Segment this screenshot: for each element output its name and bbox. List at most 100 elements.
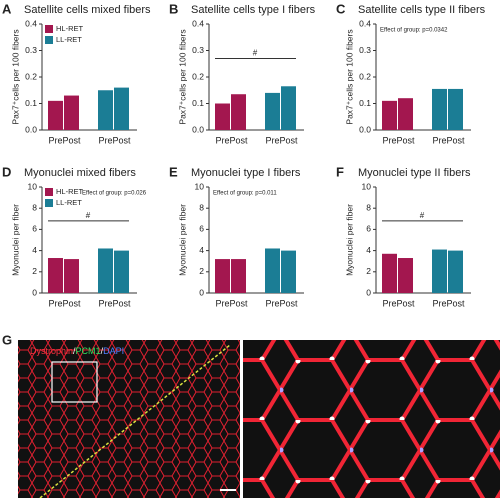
y-tick-label: 0.4	[192, 18, 204, 28]
bar	[48, 258, 63, 293]
bar	[432, 249, 447, 293]
y-axis-label: Myonuclei per fiber	[177, 204, 187, 276]
y-tick-label: 0.3	[359, 45, 371, 55]
y-tick-label: 2	[199, 266, 204, 276]
y-axis-label: Pax7⁺cells per 100 fibers	[177, 29, 187, 124]
bar	[98, 248, 113, 293]
x-tick-label: Post	[62, 298, 81, 308]
y-tick-label: 2	[366, 266, 371, 276]
y-tick-label: 0	[199, 287, 204, 297]
bar	[215, 259, 230, 293]
x-tick-label: Pre	[98, 135, 112, 145]
bar	[64, 95, 79, 130]
y-axis-label: Myonuclei per fiber	[10, 204, 20, 276]
x-tick-label: Pre	[382, 298, 396, 308]
y-tick-label: 0.1	[25, 98, 37, 108]
bar	[382, 253, 397, 293]
x-tick-label: Pre	[98, 298, 112, 308]
y-tick-label: 6	[366, 224, 371, 234]
y-tick-label: 6	[32, 224, 37, 234]
y-tick-label: 0	[366, 287, 371, 297]
legend-label: HL-RET	[56, 24, 84, 33]
stain-name: PCM1	[76, 346, 101, 356]
annotation: #	[420, 211, 425, 220]
chart-title: Myonuclei type II fibers	[358, 167, 471, 179]
fiber-type-border	[39, 344, 231, 499]
legend-swatch	[45, 25, 53, 33]
fiber-mesh-zoom	[243, 340, 500, 498]
x-tick-label: Pre	[432, 135, 446, 145]
y-tick-label: 10	[362, 181, 372, 191]
annotation: #	[253, 49, 258, 58]
y-tick-label: 8	[366, 202, 371, 212]
bar	[432, 88, 447, 130]
x-tick-label: Pre	[215, 298, 229, 308]
y-tick-label: 4	[199, 245, 204, 255]
y-tick-label: 0.2	[25, 71, 37, 81]
y-tick-label: 0.3	[25, 45, 37, 55]
x-tick-label: Post	[446, 135, 465, 145]
chart-title: Satellite cells mixed fibers	[24, 4, 151, 16]
bar	[114, 250, 129, 293]
panel-label: C	[336, 1, 346, 16]
y-tick-label: 0.0	[25, 124, 37, 134]
y-tick-label: 0.2	[192, 71, 204, 81]
bar	[281, 86, 296, 130]
panel-label: G	[2, 332, 12, 347]
x-tick-label: Post	[229, 135, 248, 145]
y-axis-label: Pax7⁺cells per 100 fibers	[10, 29, 20, 124]
x-tick-label: Post	[279, 298, 298, 308]
x-tick-label: Post	[279, 135, 298, 145]
bar	[98, 90, 113, 130]
legend-swatch	[45, 36, 53, 44]
stain-name: DAPI	[103, 346, 124, 356]
y-tick-label: 0	[32, 287, 37, 297]
y-axis-label: Myonuclei per fiber	[344, 204, 354, 276]
bar	[281, 250, 296, 293]
legend-label: LL-RET	[56, 35, 82, 44]
x-tick-label: Pre	[382, 135, 396, 145]
legend-label: LL-RET	[56, 198, 82, 207]
annotation: Effect of group: p=0.0342	[380, 28, 448, 34]
y-tick-label: 4	[32, 245, 37, 255]
y-tick-label: 0.1	[359, 98, 371, 108]
legend-label: HL-RET	[56, 187, 84, 196]
stain-name: /	[101, 346, 104, 356]
bar	[265, 92, 280, 130]
x-tick-label: Post	[396, 298, 415, 308]
bar	[64, 259, 79, 293]
y-tick-label: 10	[195, 181, 205, 191]
chart-title: Satellite cells type II fibers	[358, 4, 486, 16]
annotation: Effect of group: p=0.011	[213, 191, 277, 197]
legend-swatch	[45, 199, 53, 207]
y-tick-label: 8	[32, 202, 37, 212]
panel-label: D	[2, 164, 11, 179]
x-tick-label: Pre	[265, 298, 279, 308]
y-axis-label: Pax7⁺cells per 100 fibers	[344, 29, 354, 124]
panel-label: B	[169, 1, 178, 16]
bar	[398, 98, 413, 130]
y-tick-label: 2	[32, 266, 37, 276]
stain-legend: Dystrophin/PCM1/DAPI	[30, 346, 124, 356]
x-tick-label: Pre	[432, 298, 446, 308]
bar	[448, 88, 463, 130]
legend-swatch	[45, 188, 53, 196]
chart-title: Myonuclei type I fibers	[191, 167, 301, 179]
chart-title: Satellite cells type I fibers	[191, 4, 316, 16]
image-panel: G Dystrophin/PCM1/DAPI	[2, 332, 500, 499]
y-tick-label: 0.0	[192, 124, 204, 134]
y-tick-label: 8	[199, 202, 204, 212]
annotation: Effect of group: p=0.026	[82, 191, 147, 197]
annotation: #	[86, 211, 91, 220]
bar	[231, 259, 246, 293]
x-tick-label: Post	[62, 135, 81, 145]
x-tick-label: Post	[396, 135, 415, 145]
y-tick-label: 0.3	[192, 45, 204, 55]
bar	[114, 87, 129, 130]
zoom-box	[51, 361, 98, 403]
y-tick-label: 10	[28, 181, 38, 191]
bar	[215, 103, 230, 130]
bar	[398, 258, 413, 293]
x-tick-label: Post	[112, 298, 131, 308]
